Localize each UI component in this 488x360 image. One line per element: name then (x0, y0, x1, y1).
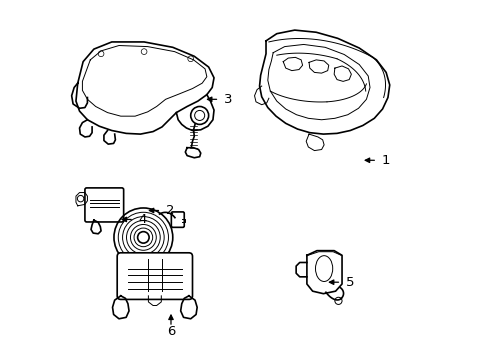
Text: 1: 1 (381, 154, 389, 167)
FancyBboxPatch shape (171, 212, 184, 227)
Text: 4: 4 (138, 213, 146, 226)
FancyBboxPatch shape (85, 188, 123, 222)
Text: 6: 6 (166, 325, 175, 338)
Text: 5: 5 (345, 276, 353, 289)
FancyBboxPatch shape (117, 253, 192, 300)
Text: 2: 2 (165, 204, 174, 217)
Text: 3: 3 (223, 93, 232, 106)
